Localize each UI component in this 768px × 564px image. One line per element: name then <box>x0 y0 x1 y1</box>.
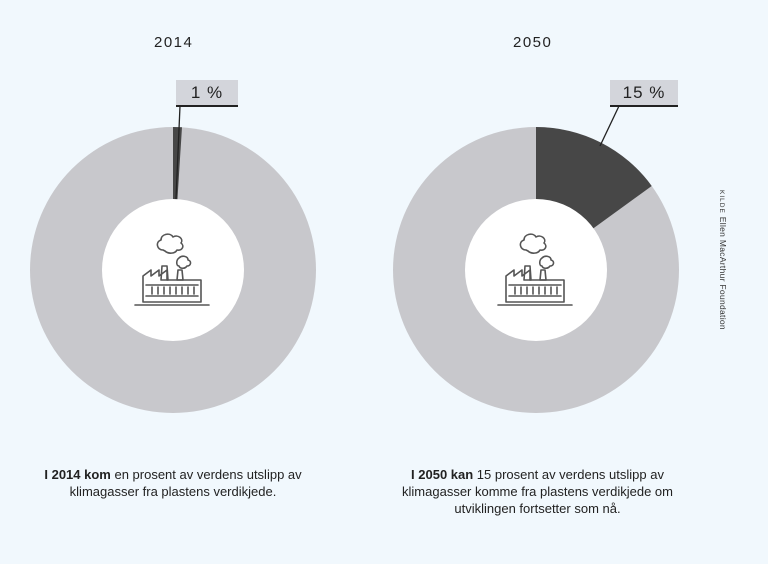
value-label-2050: 15 % <box>610 80 678 106</box>
value-label-2014: 1 % <box>176 80 238 106</box>
source-note: KILDE Ellen MacArthur Foundation <box>718 190 728 330</box>
chart-title-2050: 2050 <box>513 34 553 51</box>
caption-2014-text: en prosent av verdens utslipp av klimaga… <box>69 467 302 499</box>
factory-icon <box>134 233 210 306</box>
leader-line-2014 <box>175 105 181 200</box>
source-text: Ellen MacArthur Foundation <box>718 216 728 330</box>
donut-hole-2014 <box>102 199 244 341</box>
source-label: KILDE <box>718 190 725 214</box>
value-label-underline-2014 <box>176 105 238 107</box>
caption-2050-bold: I 2050 kan <box>411 467 474 482</box>
caption-2014-bold: I 2014 kom <box>44 467 111 482</box>
caption-2014: I 2014 kom en prosent av verdens utslipp… <box>40 466 306 500</box>
leader-line-2050 <box>599 105 620 147</box>
chart-title-2014: 2014 <box>154 34 194 51</box>
donut-2014 <box>30 105 316 413</box>
caption-2050-text: 15 prosent av verdens utslipp av klimaga… <box>402 467 673 516</box>
caption-2050: I 2050 kan 15 prosent av verdens utslipp… <box>385 466 690 517</box>
donut-hole-2050 <box>465 199 607 341</box>
donut-2050 <box>393 105 679 413</box>
value-label-underline-2050 <box>610 105 678 107</box>
factory-icon <box>497 233 573 306</box>
